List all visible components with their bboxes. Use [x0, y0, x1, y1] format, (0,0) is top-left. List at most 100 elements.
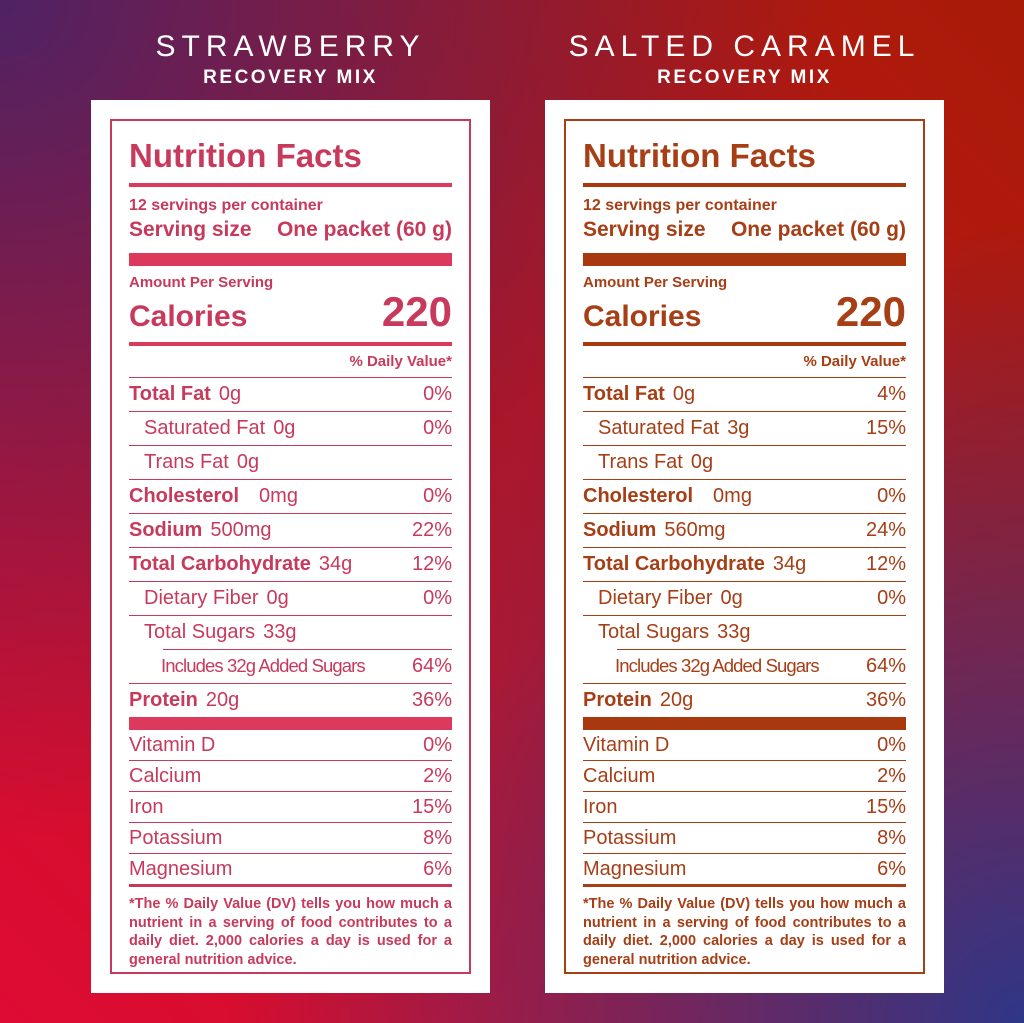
- vitamin-row: Magnesium 6%: [583, 854, 906, 884]
- nutrient-name: Dietary Fiber: [144, 587, 259, 609]
- nutrient-amount: 0g: [720, 587, 743, 609]
- nutrient-row: Trans Fat 0g: [129, 445, 452, 479]
- nutrient-row: Saturated Fat 3g 15%: [583, 411, 906, 445]
- nutrient-row: Includes 32g Added Sugars 64%: [129, 649, 452, 683]
- thick-bar: [583, 253, 906, 266]
- daily-value-header: % Daily Value*: [803, 353, 906, 370]
- nutrient-name: Dietary Fiber: [598, 587, 713, 609]
- nutrient-amount: 560mg: [664, 519, 726, 541]
- nutrient-dv: 15%: [865, 417, 906, 439]
- serving-size-value: One packet (60 g): [276, 218, 452, 241]
- nutrient-dv: 0%: [423, 383, 452, 405]
- nutrient-row: Saturated Fat 0g 0%: [129, 411, 452, 445]
- nutrient-rows: Total Fat 0g 4% Saturated Fat 3g 15% Trans…: [583, 377, 906, 717]
- vitamin-name: Vitamin D: [583, 734, 670, 756]
- flavor-heading: STRAWBERRY RECOVERY MIX: [91, 30, 490, 89]
- vitamin-row: Iron 15%: [129, 792, 452, 823]
- vitamin-row: Vitamin D 0%: [129, 730, 452, 761]
- nutrient-row: Trans Fat 0g: [583, 445, 906, 479]
- nutrient-row: Dietary Fiber 0g 0%: [583, 581, 906, 615]
- nutrition-card-inner: Nutrition Facts 12 servings per containe…: [564, 119, 925, 974]
- nutrient-name: Includes 32g Added Sugars: [161, 655, 366, 676]
- thick-bar: [129, 717, 452, 730]
- vitamin-dv: 8%: [423, 827, 452, 849]
- flavor-subtitle: RECOVERY MIX: [657, 67, 832, 88]
- nutrition-card: Nutrition Facts 12 servings per containe…: [91, 100, 490, 993]
- nutrient-dv: 0%: [423, 485, 452, 507]
- panel-strawberry: STRAWBERRY RECOVERY MIX Nutrition Facts …: [91, 0, 490, 1023]
- calories-value: 220: [835, 288, 906, 335]
- nutrient-name: Cholesterol: [129, 485, 240, 507]
- nutrient-row: Total Carbohydrate 34g 12%: [583, 547, 906, 581]
- nutrient-amount: 0g: [236, 451, 260, 473]
- vitamin-dv: 15%: [865, 796, 906, 818]
- nutrition-card: Nutrition Facts 12 servings per containe…: [545, 100, 944, 993]
- divider: [129, 884, 452, 887]
- nutrient-amount: 0g: [690, 451, 714, 473]
- vitamin-dv: 8%: [877, 827, 906, 849]
- flavor-subtitle: RECOVERY MIX: [203, 67, 378, 88]
- thick-bar: [129, 253, 452, 266]
- nutrient-dv: 4%: [877, 383, 906, 405]
- nutrient-row: Total Fat 0g 4%: [583, 377, 906, 411]
- nutrient-amount: 3g: [727, 417, 750, 439]
- nutrient-row: Includes 32g Added Sugars 64%: [583, 649, 906, 683]
- vitamin-dv: 0%: [877, 734, 906, 756]
- nutrient-amount: 0g: [672, 383, 696, 405]
- calories-label: Calories: [583, 300, 702, 333]
- vitamin-name: Vitamin D: [129, 734, 216, 756]
- nutrient-row: Total Carbohydrate 34g 12%: [129, 547, 452, 581]
- nutrition-facts-title: Nutrition Facts: [129, 137, 362, 174]
- nutrient-name: Total Carbohydrate: [583, 553, 765, 575]
- vitamin-name: Potassium: [583, 827, 677, 849]
- vitamin-name: Potassium: [129, 827, 223, 849]
- nutrient-dv: 64%: [411, 655, 452, 677]
- thick-bar: [583, 717, 906, 730]
- servings-per-container: 12 servings per container: [583, 197, 777, 214]
- footnote: *The % Daily Value (DV) tells you how mu…: [583, 896, 906, 968]
- servings-per-container: 12 servings per container: [129, 197, 323, 214]
- vitamin-name: Iron: [583, 796, 618, 818]
- nutrient-name: Total Sugars: [598, 621, 710, 643]
- serving-size-label: Serving size: [129, 218, 252, 241]
- nutrient-dv: 24%: [865, 519, 906, 541]
- nutrient-dv: 0%: [423, 417, 452, 439]
- nutrient-row: Total Sugars 33g: [129, 615, 452, 649]
- nutrient-dv: 22%: [411, 519, 452, 541]
- vitamin-name: Iron: [129, 796, 164, 818]
- vitamin-dv: 6%: [423, 858, 452, 880]
- nutrient-row: Sodium 500mg 22%: [129, 513, 452, 547]
- vitamin-row: Potassium 8%: [583, 823, 906, 854]
- vitamin-name: Calcium: [129, 765, 202, 787]
- vitamin-rows: Vitamin D 0% Calcium 2% Iron 15% Potassi…: [129, 730, 452, 884]
- nutrient-amount: 0g: [266, 587, 289, 609]
- serving-size-value: One packet (60 g): [730, 218, 906, 241]
- flavor-title: STRAWBERRY: [155, 30, 426, 63]
- nutrient-name: Cholesterol: [583, 485, 694, 507]
- nutrient-amount: 20g: [205, 689, 240, 711]
- nutrient-row: Protein 20g 36%: [129, 683, 452, 717]
- vitamin-dv: 6%: [877, 858, 906, 880]
- nutrient-name: Sodium: [583, 519, 657, 541]
- nutrient-name: Protein: [129, 689, 198, 711]
- divider: [583, 342, 906, 346]
- vitamin-name: Calcium: [583, 765, 656, 787]
- flavor-title: SALTED CARAMEL: [568, 30, 921, 63]
- daily-value-header: % Daily Value*: [349, 353, 452, 370]
- nutrient-amount: 34g: [772, 553, 807, 575]
- serving-size-label: Serving size: [583, 218, 706, 241]
- nutrient-amount: 500mg: [210, 519, 272, 541]
- calories-label: Calories: [129, 300, 248, 333]
- nutrient-dv: 36%: [865, 689, 906, 711]
- amount-per-serving-label: Amount Per Serving: [583, 274, 728, 291]
- nutrient-name: Trans Fat: [144, 451, 229, 473]
- nutrient-name: Trans Fat: [598, 451, 683, 473]
- nutrient-amount: 33g: [717, 621, 751, 643]
- vitamin-dv: 2%: [423, 765, 452, 787]
- nutrient-dv: 0%: [877, 587, 906, 609]
- vitamin-name: Magnesium: [583, 858, 687, 880]
- nutrient-amount: 0g: [273, 417, 296, 439]
- nutrient-dv: 36%: [411, 689, 452, 711]
- nutrient-rows: Total Fat 0g 0% Saturated Fat 0g 0% Trans …: [129, 377, 452, 717]
- vitamin-row: Potassium 8%: [129, 823, 452, 854]
